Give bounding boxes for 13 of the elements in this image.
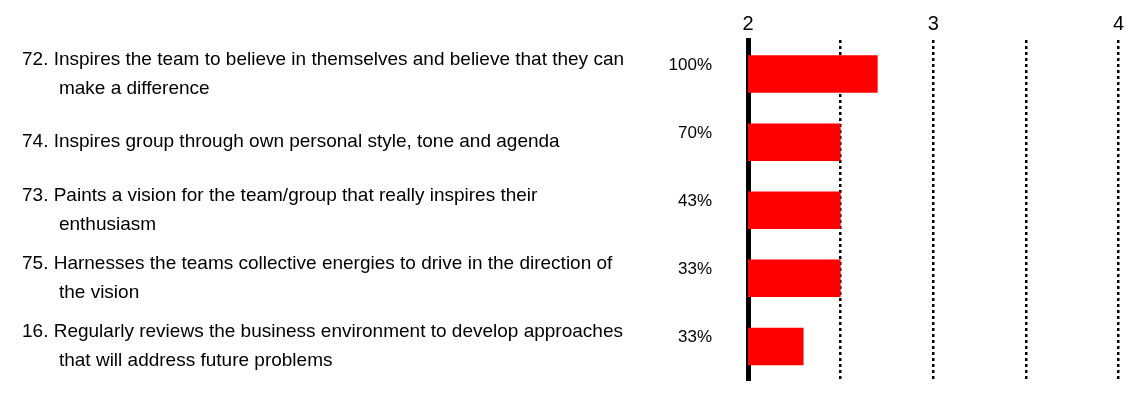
y-tick-label: 72. Inspires the team to believe in themselves and believe that they can make a difference [22, 48, 625, 98]
y-tick-label: 16. Regularly reviews the business environment to develop approaches that will address future problems [22, 320, 623, 370]
x-tick-label: 3 [927, 11, 939, 34]
y-tick-label: 74. Inspires group through own personal style, tone and agenda [22, 130, 561, 152]
text: 100% [668, 55, 712, 75]
y-tick-label: 73. Paints a vision for the team/group that really inspires their enthusiasm [22, 184, 539, 234]
text: 33% [677, 327, 712, 347]
x-tick-label: 4 [1112, 11, 1124, 34]
x-tick-label: 2 [742, 11, 754, 34]
text: 43% [677, 191, 712, 211]
y-tick-label: 75. Harnesses the teams collective energies to drive in the direction of the vision [22, 252, 614, 302]
text: 70% [677, 123, 712, 143]
text: 33% [677, 259, 712, 279]
